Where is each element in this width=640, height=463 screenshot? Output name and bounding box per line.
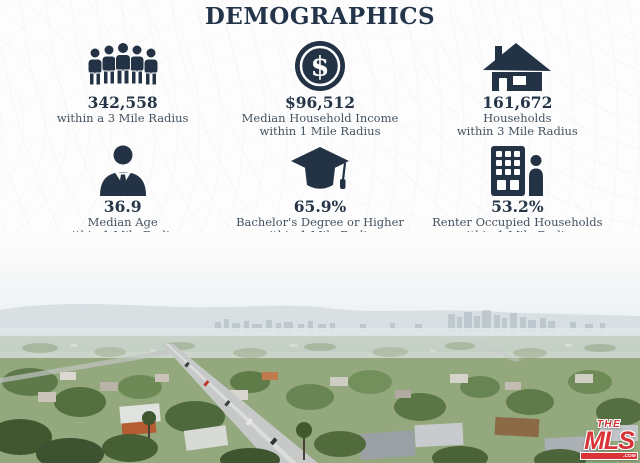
stat-population: 342,558 within a 3 Mile Radius — [24, 40, 221, 137]
stat-label-line1: within a 3 Mile Radius — [56, 111, 189, 126]
stat-renters: 53.2% Renter Occupied Households within … — [419, 144, 616, 241]
stat-label-line1: Median Household Income — [241, 111, 399, 126]
stat-label-line1: Households — [483, 111, 552, 126]
people-group-icon — [24, 40, 221, 92]
logo-the-text: THE — [596, 419, 622, 430]
stat-income: $ $96,512 Median Household Income within… — [221, 40, 418, 137]
graduation-cap-icon — [221, 144, 418, 196]
stat-value: 36.9 — [103, 197, 142, 217]
stat-education: 65.9% Bachelor's Degree or Higher within… — [221, 144, 418, 241]
aerial-photo — [0, 232, 640, 463]
person-suit-icon — [24, 144, 221, 197]
logo-mls-text: MLS — [584, 427, 635, 455]
logo-bar: .COM — [581, 453, 637, 459]
stat-label-line1: Renter Occupied Households — [432, 215, 603, 230]
page-title: DEMOGRAPHICS — [204, 3, 436, 30]
themls-logo: THE MLS .COM — [581, 420, 637, 459]
stat-value: 53.2% — [491, 197, 544, 217]
dollar-circle-icon: $ — [221, 40, 418, 92]
stat-label: Households within 3 Mile Radius — [419, 112, 616, 137]
stat-label-line2: within 1 Mile Radius — [259, 123, 381, 138]
house-icon — [419, 40, 616, 92]
stat-label-line1: Bachelor's Degree or Higher — [236, 215, 404, 230]
stat-label-line2: within 3 Mile Radius — [456, 123, 578, 138]
stats-grid: 342,558 within a 3 Mile Radius $ $96,512 — [24, 40, 616, 241]
stat-label: within a 3 Mile Radius — [24, 111, 221, 126]
apartment-person-icon — [419, 144, 616, 197]
stat-label: Median Household Income within 1 Mile Ra… — [221, 112, 418, 137]
stat-label-line1: Median Age — [87, 215, 158, 230]
stat-value: $96,512 — [284, 93, 356, 112]
stat-value: 342,558 — [87, 93, 158, 112]
stat-value: 161,672 — [482, 93, 553, 112]
demographics-section: DEMOGRAPHICS 342,558 — [0, 0, 640, 241]
stat-median-age: 36.9 Median Age within 1 Mile Radius — [24, 144, 221, 241]
stat-households: 161,672 Households within 3 Mile Radius — [419, 40, 616, 137]
svg-text:$: $ — [311, 52, 330, 83]
stat-value: 65.9% — [293, 197, 347, 217]
logo-com-text: .COM — [623, 453, 636, 459]
